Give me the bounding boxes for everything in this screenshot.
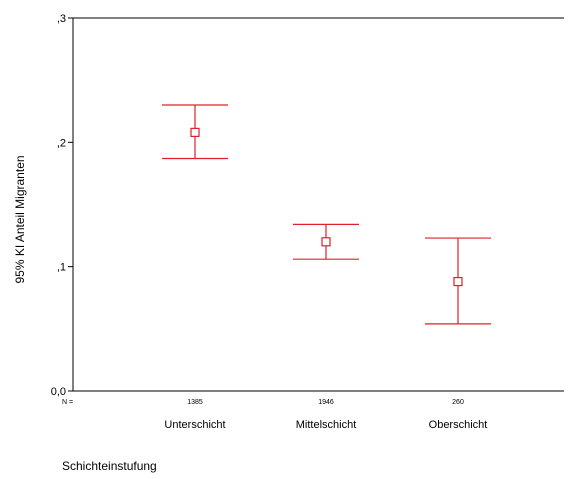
x-axis-title: Schichteinstufung: [62, 459, 157, 473]
y-axis-title: 95% KI Anteil Migranten: [13, 155, 27, 283]
mean-marker: [190, 127, 200, 137]
y-axis: 0,0 ,1 ,2 ,3: [51, 13, 74, 398]
n-prefix-label: N =: [62, 399, 73, 406]
error-bars: [162, 104, 491, 325]
n-count-label: 260: [452, 399, 464, 406]
category-label: Unterschicht: [164, 419, 225, 431]
y-tick-label: ,3: [57, 13, 66, 25]
mean-marker: [321, 237, 331, 247]
category-label: Mittelschicht: [296, 419, 357, 431]
n-count-label: 1946: [318, 399, 334, 406]
y-tick-label: ,2: [57, 137, 66, 149]
y-tick-label: 0,0: [51, 386, 66, 398]
category-label: Oberschicht: [429, 419, 488, 431]
mean-marker: [453, 276, 463, 287]
n-count-label: 1385: [187, 399, 203, 406]
y-tick-label: ,1: [57, 262, 66, 274]
x-axis: N = 1385 Unterschicht 1946 Mittelschicht 260 O…: [62, 17, 564, 431]
